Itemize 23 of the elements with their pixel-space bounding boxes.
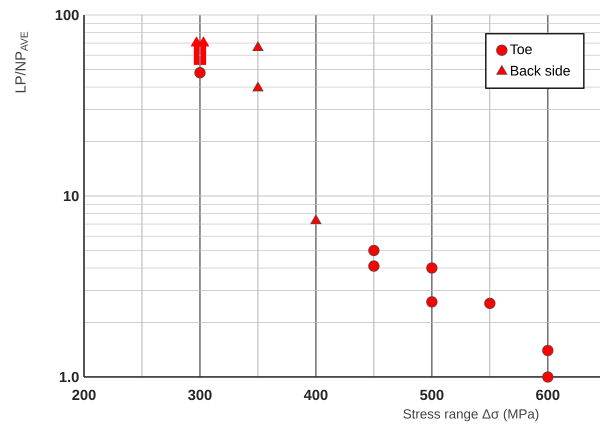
point <box>484 298 496 310</box>
legend-label: Toe <box>510 44 532 54</box>
x-tick-label: 400 <box>304 390 328 400</box>
x-axis-title: Stress range Δσ (MPa) <box>403 408 538 422</box>
y-tick-label: 1.0 <box>60 372 79 382</box>
y-tick-label: 10 <box>64 190 79 202</box>
point <box>426 296 438 308</box>
point <box>252 41 264 52</box>
point <box>368 244 380 256</box>
point <box>426 262 438 274</box>
y-tick-label: 100 <box>56 10 79 20</box>
point <box>252 82 264 92</box>
point <box>542 371 554 383</box>
x-tick-label: 300 <box>188 390 212 400</box>
point <box>310 214 322 224</box>
legend-label: Back side <box>510 65 570 76</box>
point <box>542 344 554 356</box>
point <box>368 260 380 272</box>
x-tick-label: 200 <box>72 390 96 400</box>
x-tick-label: 500 <box>420 390 444 400</box>
point <box>194 67 206 78</box>
y-axis-title: LP/NP$_{AVE}$ <box>14 32 28 92</box>
x-tick-label: 600 <box>536 390 560 400</box>
